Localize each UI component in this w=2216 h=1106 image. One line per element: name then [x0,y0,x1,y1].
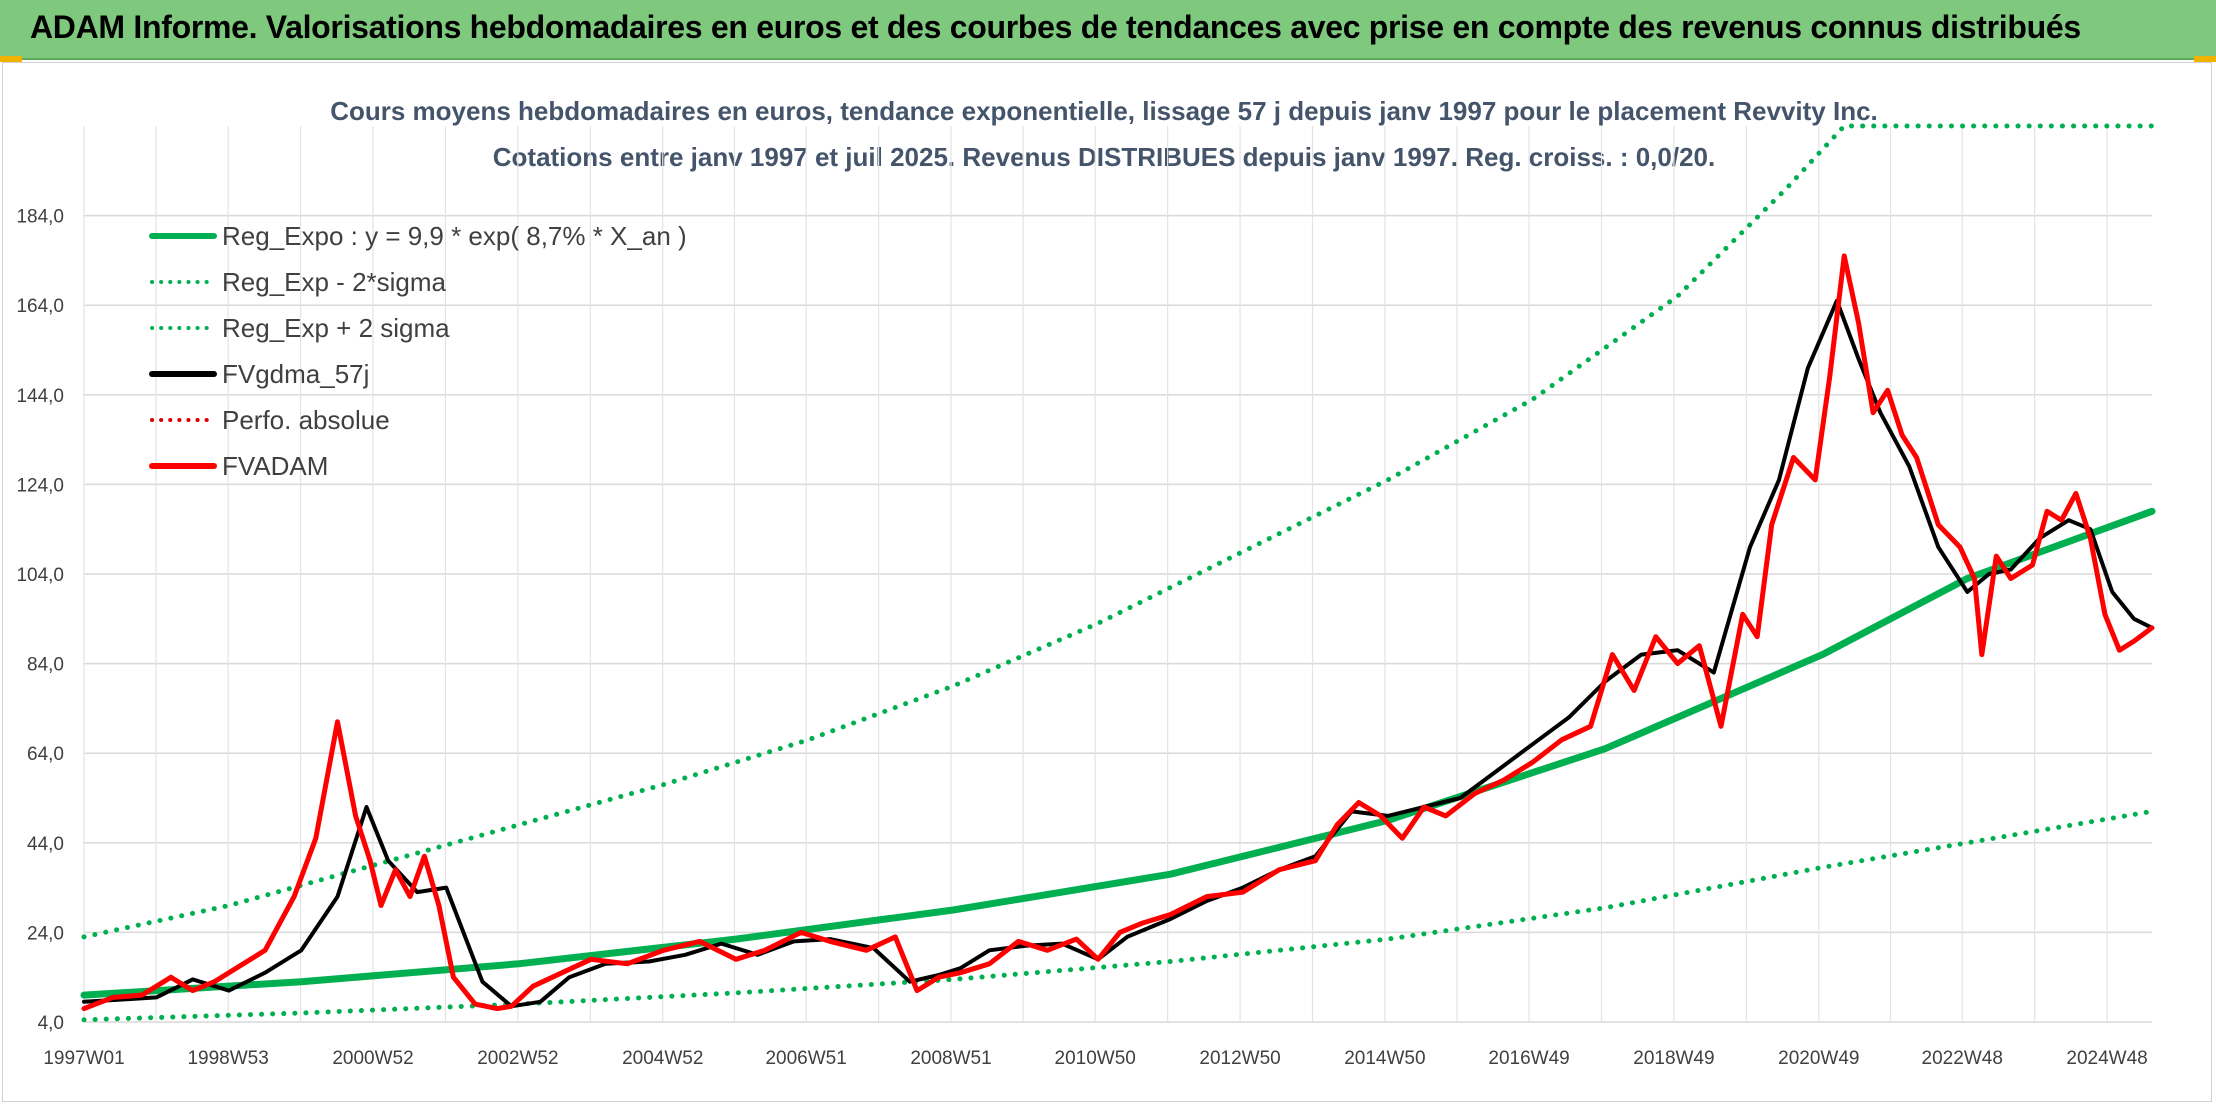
legend-label-high: Reg_Exp + 2 sigma [222,313,450,343]
x-tick-label: 2018W49 [1633,1048,1714,1069]
series-group [80,123,2156,1023]
y-tick-label: 64,0 [27,744,64,765]
series-line-low [81,808,2155,1023]
chart-title-line2: Cotations entre janv 1997 et juil 2025. … [493,142,1715,172]
legend-label-gdma: FVgdma_57j [222,359,369,389]
x-tick-label: 2004W52 [622,1048,703,1069]
legend-label-reg: Reg_Expo : y = 9,9 * exp( 8,7% * X_an ) [222,221,687,251]
x-tick-label: 2008W51 [910,1048,991,1069]
legend-label-perfo: Perfo. absolue [222,405,390,435]
x-tick-label: 2022W48 [1922,1048,2003,1069]
x-tick-label: 2020W49 [1778,1048,1859,1069]
legend-label-fvadam: FVADAM [222,451,328,481]
y-tick-label: 144,0 [16,386,64,407]
series-line-fvadam [81,253,2155,1012]
x-axis: 1997W01 1998W53 2000W52 2002W52 2004W52 2006W… [43,1048,2147,1069]
series-line-high [81,123,2155,940]
series-line-reg [80,507,2156,999]
y-tick-label: 184,0 [16,207,64,228]
x-tick-label: 2016W49 [1488,1048,1569,1069]
y-axis: 184,0 164,0 144,0 124,0 104,0 84,0 64,0 44,0 24,… [16,207,64,1034]
x-tick-label: 2010W50 [1055,1048,1136,1069]
x-tick-label: 2002W52 [477,1048,558,1069]
y-tick-label: 164,0 [16,296,64,317]
chart-title-line1: Cours moyens hebdomadaires en euros, ten… [330,96,1878,126]
y-tick-label: 124,0 [16,475,64,496]
legend-label-low: Reg_Exp - 2*sigma [222,267,447,297]
y-tick-label: 24,0 [27,923,64,944]
y-tick-label: 44,0 [27,834,64,855]
x-tick-label: 2014W50 [1344,1048,1425,1069]
x-tick-label: 1998W53 [187,1048,268,1069]
chart-frame [2,62,2212,1102]
x-tick-label: 2012W50 [1199,1048,1280,1069]
x-tick-label: 2024W48 [2066,1048,2147,1069]
report-banner: ADAM Informe. Valorisations hebdomadaire… [0,0,2216,60]
corner-accent-left [0,56,22,62]
y-tick-label: 84,0 [27,655,64,676]
x-tick-label: 2006W51 [765,1048,846,1069]
corner-accent-right [2194,56,2216,62]
grid [83,126,2152,1023]
legend: Reg_Expo : y = 9,9 * exp( 8,7% * X_an ) R… [149,221,687,481]
x-tick-label: 1997W01 [43,1048,124,1069]
y-tick-label: 4,0 [38,1013,64,1034]
series-line-gdma [82,298,2154,1009]
x-tick-label: 2000W52 [332,1048,413,1069]
y-tick-label: 104,0 [16,565,64,586]
report-title: ADAM Informe. Valorisations hebdomadaire… [30,9,2081,45]
